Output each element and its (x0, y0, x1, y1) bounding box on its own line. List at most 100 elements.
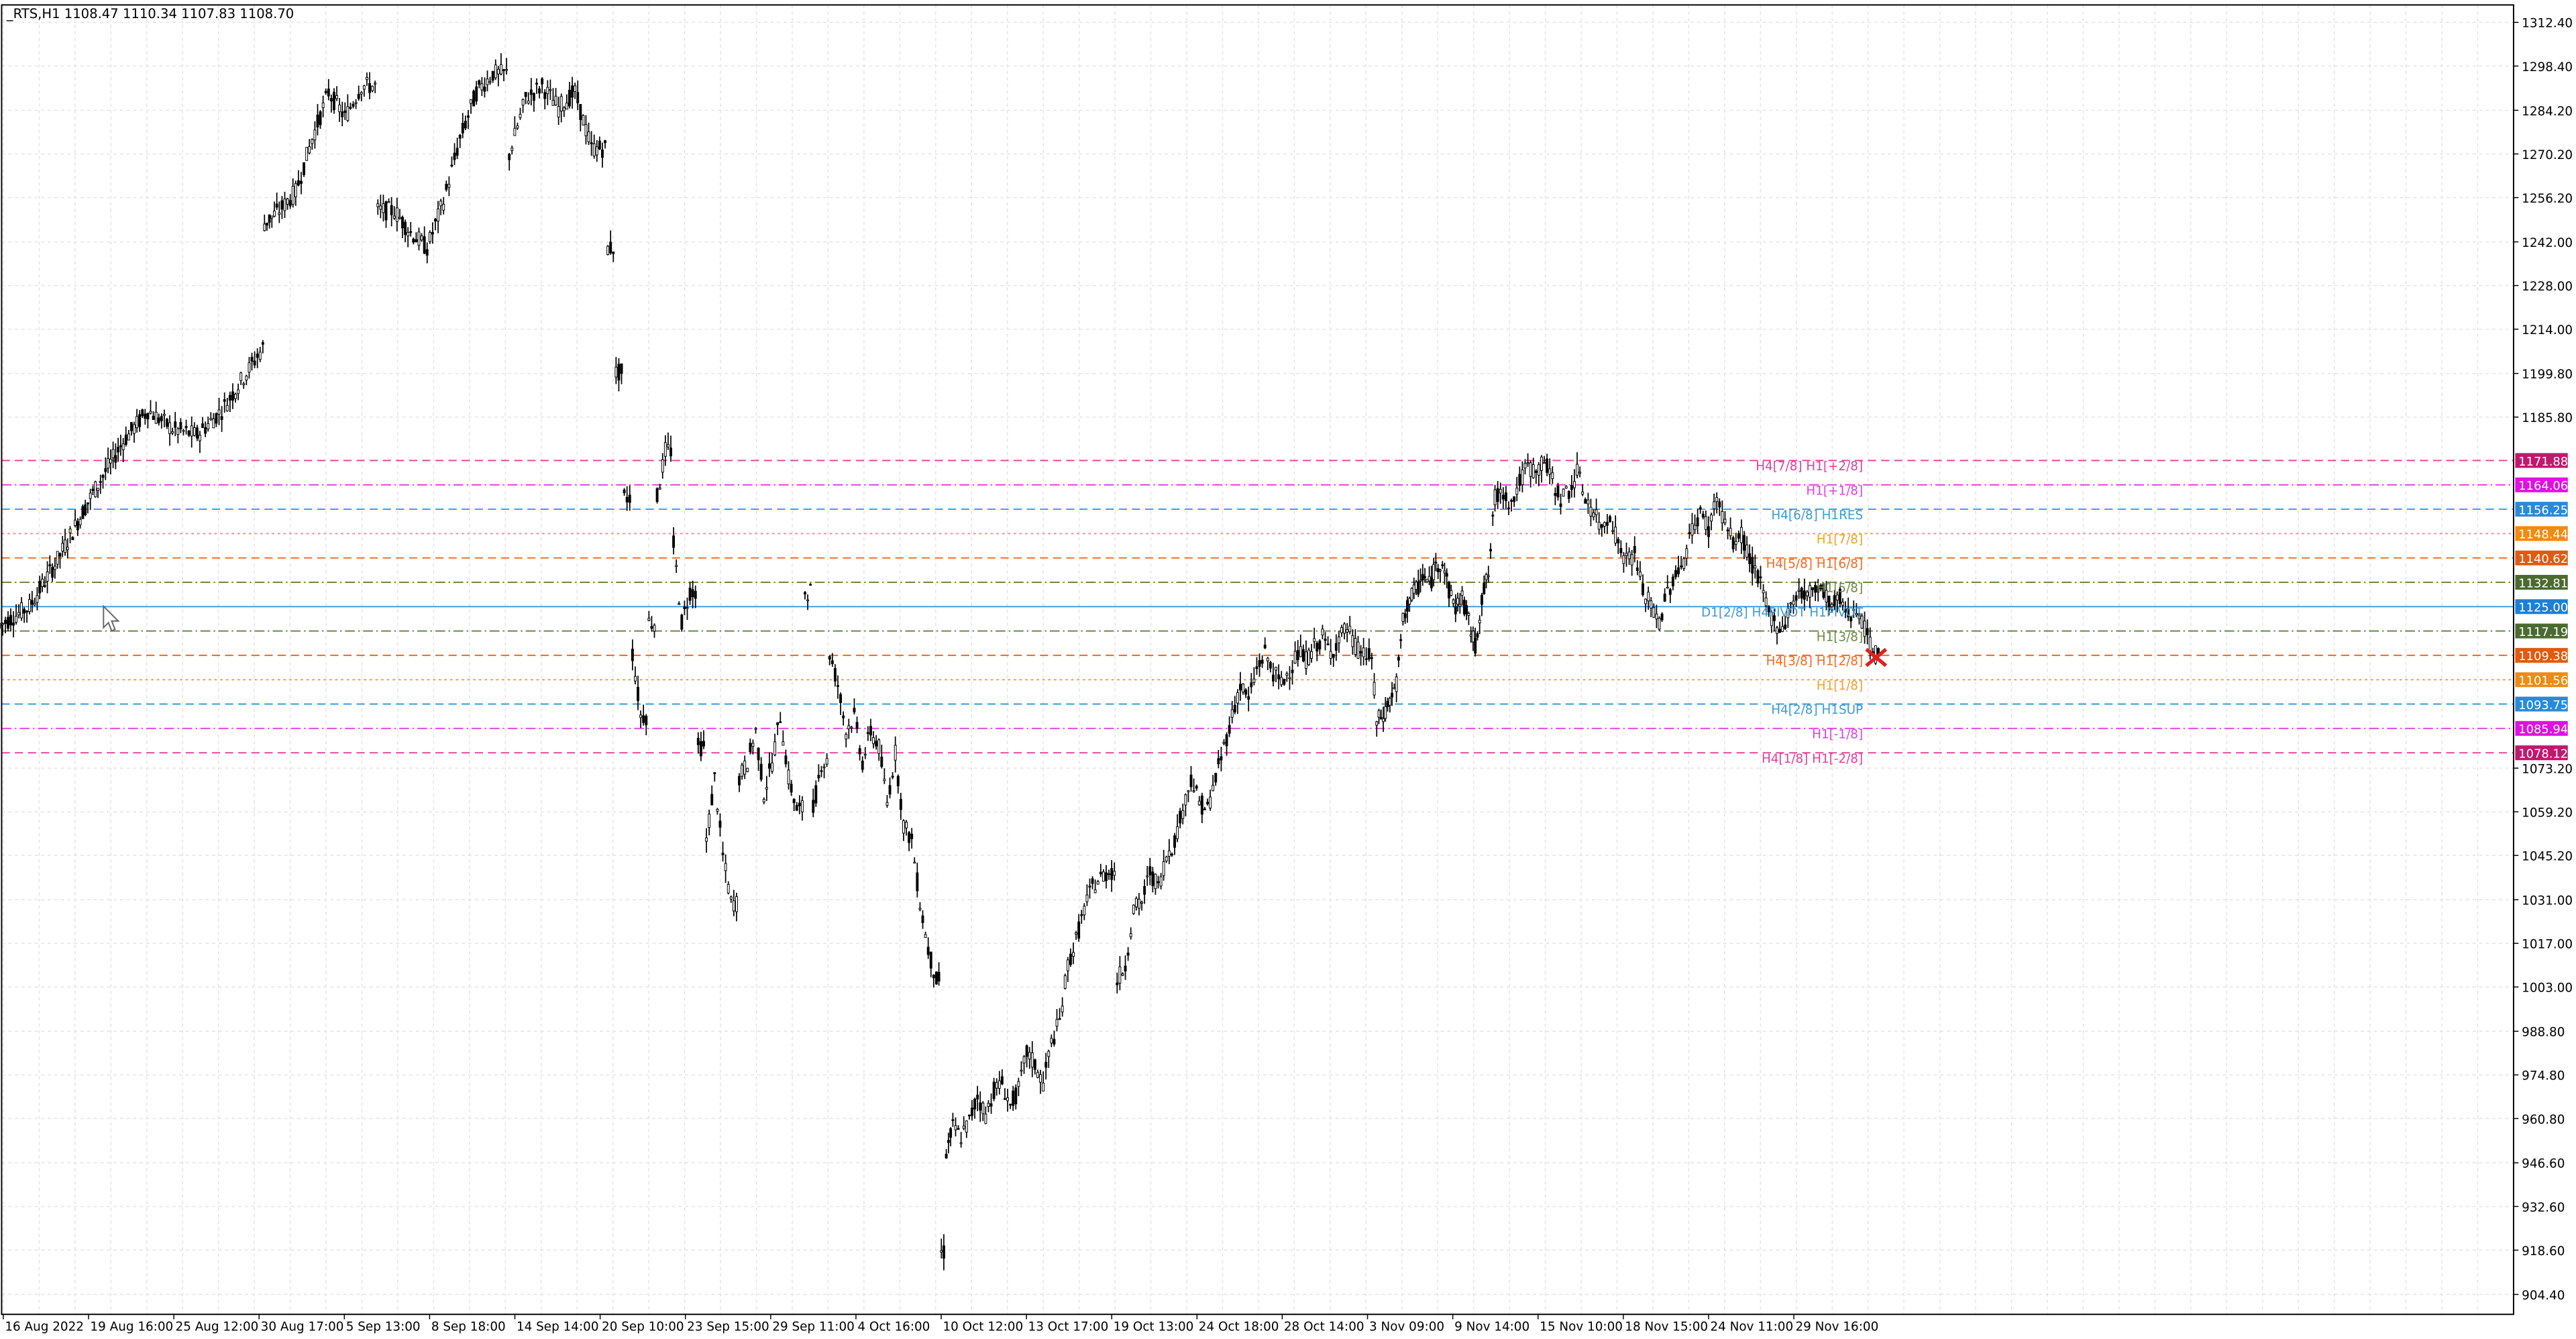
candle-body (1860, 615, 1864, 629)
candle-body (1458, 604, 1462, 607)
candle-body (1587, 499, 1590, 504)
candle-body (1622, 555, 1625, 564)
candle-body (1379, 717, 1383, 720)
candle-body (1113, 871, 1116, 876)
candle-body (1478, 619, 1481, 624)
candle-body (286, 199, 289, 205)
candle-body (1513, 496, 1516, 502)
candle-body (945, 1153, 948, 1159)
candle-body (625, 496, 629, 502)
candle-body (420, 235, 423, 241)
candle-body (417, 231, 421, 246)
candle-body (1830, 604, 1833, 608)
candle-body (1187, 790, 1190, 792)
candle-body (1346, 629, 1349, 633)
candle-body (1467, 612, 1470, 616)
candle-body (1462, 600, 1466, 614)
candle-body (319, 111, 322, 125)
candle-body (549, 89, 552, 91)
candle-body (94, 481, 97, 498)
candle-body (1521, 469, 1524, 485)
candle-body (7, 617, 9, 629)
candle-body (1734, 541, 1737, 545)
candle-body (1644, 598, 1648, 604)
candle-body (97, 488, 99, 491)
candle-body (505, 68, 508, 71)
candle-body (398, 217, 401, 219)
candle-body (179, 422, 182, 429)
candle-body (1540, 456, 1543, 471)
candle-body (357, 93, 360, 99)
candle-body (1501, 494, 1505, 500)
candle-body (1009, 1104, 1012, 1106)
candle-body (119, 445, 122, 447)
candle-body (494, 64, 497, 78)
candle-body (795, 804, 798, 811)
candle-body (144, 413, 147, 419)
candle-body (17, 612, 21, 616)
candle-body (1518, 474, 1521, 486)
price-tag-label: 1101.56 (2518, 674, 2568, 688)
candle-body (694, 591, 697, 599)
candle-body (516, 125, 519, 129)
candle-body (36, 595, 39, 603)
candle-body (1609, 516, 1611, 523)
y-tick-label: 946.60 (2522, 1157, 2565, 1171)
price-tag (2515, 720, 2568, 736)
candle-body (979, 1102, 982, 1111)
price-tag-label: 1156.25 (2518, 503, 2568, 517)
candle-body (1430, 577, 1433, 588)
candle-body (1474, 637, 1477, 654)
candle-body (916, 872, 919, 892)
candle-body (885, 802, 889, 806)
candle-body (207, 423, 210, 429)
candle-body (89, 492, 92, 499)
candle-body (1605, 522, 1609, 526)
candle-body (1718, 501, 1721, 508)
candle-body (387, 201, 390, 203)
candle-body (384, 201, 388, 221)
candle-body (612, 252, 615, 254)
candle-body (617, 364, 621, 381)
candle-body (688, 587, 692, 601)
candle-body (1370, 657, 1373, 659)
chart-axes: 1312.40 1298.40 1284.20 1270.20 1256.20 1242.… (1, 4, 2573, 1334)
candle-body (475, 86, 478, 102)
candle-body (1471, 631, 1474, 643)
candle-body (1405, 600, 1409, 612)
candle-body (1707, 526, 1710, 537)
candle-body (439, 201, 443, 207)
candle-body (1159, 876, 1163, 887)
candle-body (1674, 570, 1677, 578)
candle-body (329, 98, 333, 102)
candle-body (1852, 608, 1856, 611)
candle-body (894, 745, 897, 761)
candle-body (932, 974, 935, 979)
candle-body (20, 602, 23, 619)
candle-body (46, 572, 49, 582)
candle-body (1275, 667, 1277, 671)
candle-body (957, 1128, 960, 1130)
candle-body (683, 606, 686, 609)
candle-body (1417, 581, 1420, 595)
price-tag-label: 1117.19 (2518, 625, 2568, 639)
candle-body (1397, 657, 1400, 661)
candle-body (1250, 682, 1253, 688)
candle-body (965, 1120, 968, 1133)
candle-body (1739, 527, 1743, 543)
candle-body (1214, 773, 1218, 783)
candle-body (91, 488, 95, 491)
y-tick-label: 1284.20 (2522, 105, 2573, 119)
candle-body (1696, 517, 1699, 527)
candle-body (587, 131, 590, 142)
candle-body (491, 70, 494, 81)
candle-body (845, 733, 848, 740)
candle-body (1450, 590, 1453, 596)
candle-body (1146, 875, 1149, 877)
candle-body (1263, 645, 1267, 649)
candle-body (407, 231, 410, 237)
candle-body (1255, 666, 1258, 670)
candle-body (1650, 600, 1653, 609)
x-tick-label: 10 Oct 12:00 (943, 1320, 1023, 1334)
